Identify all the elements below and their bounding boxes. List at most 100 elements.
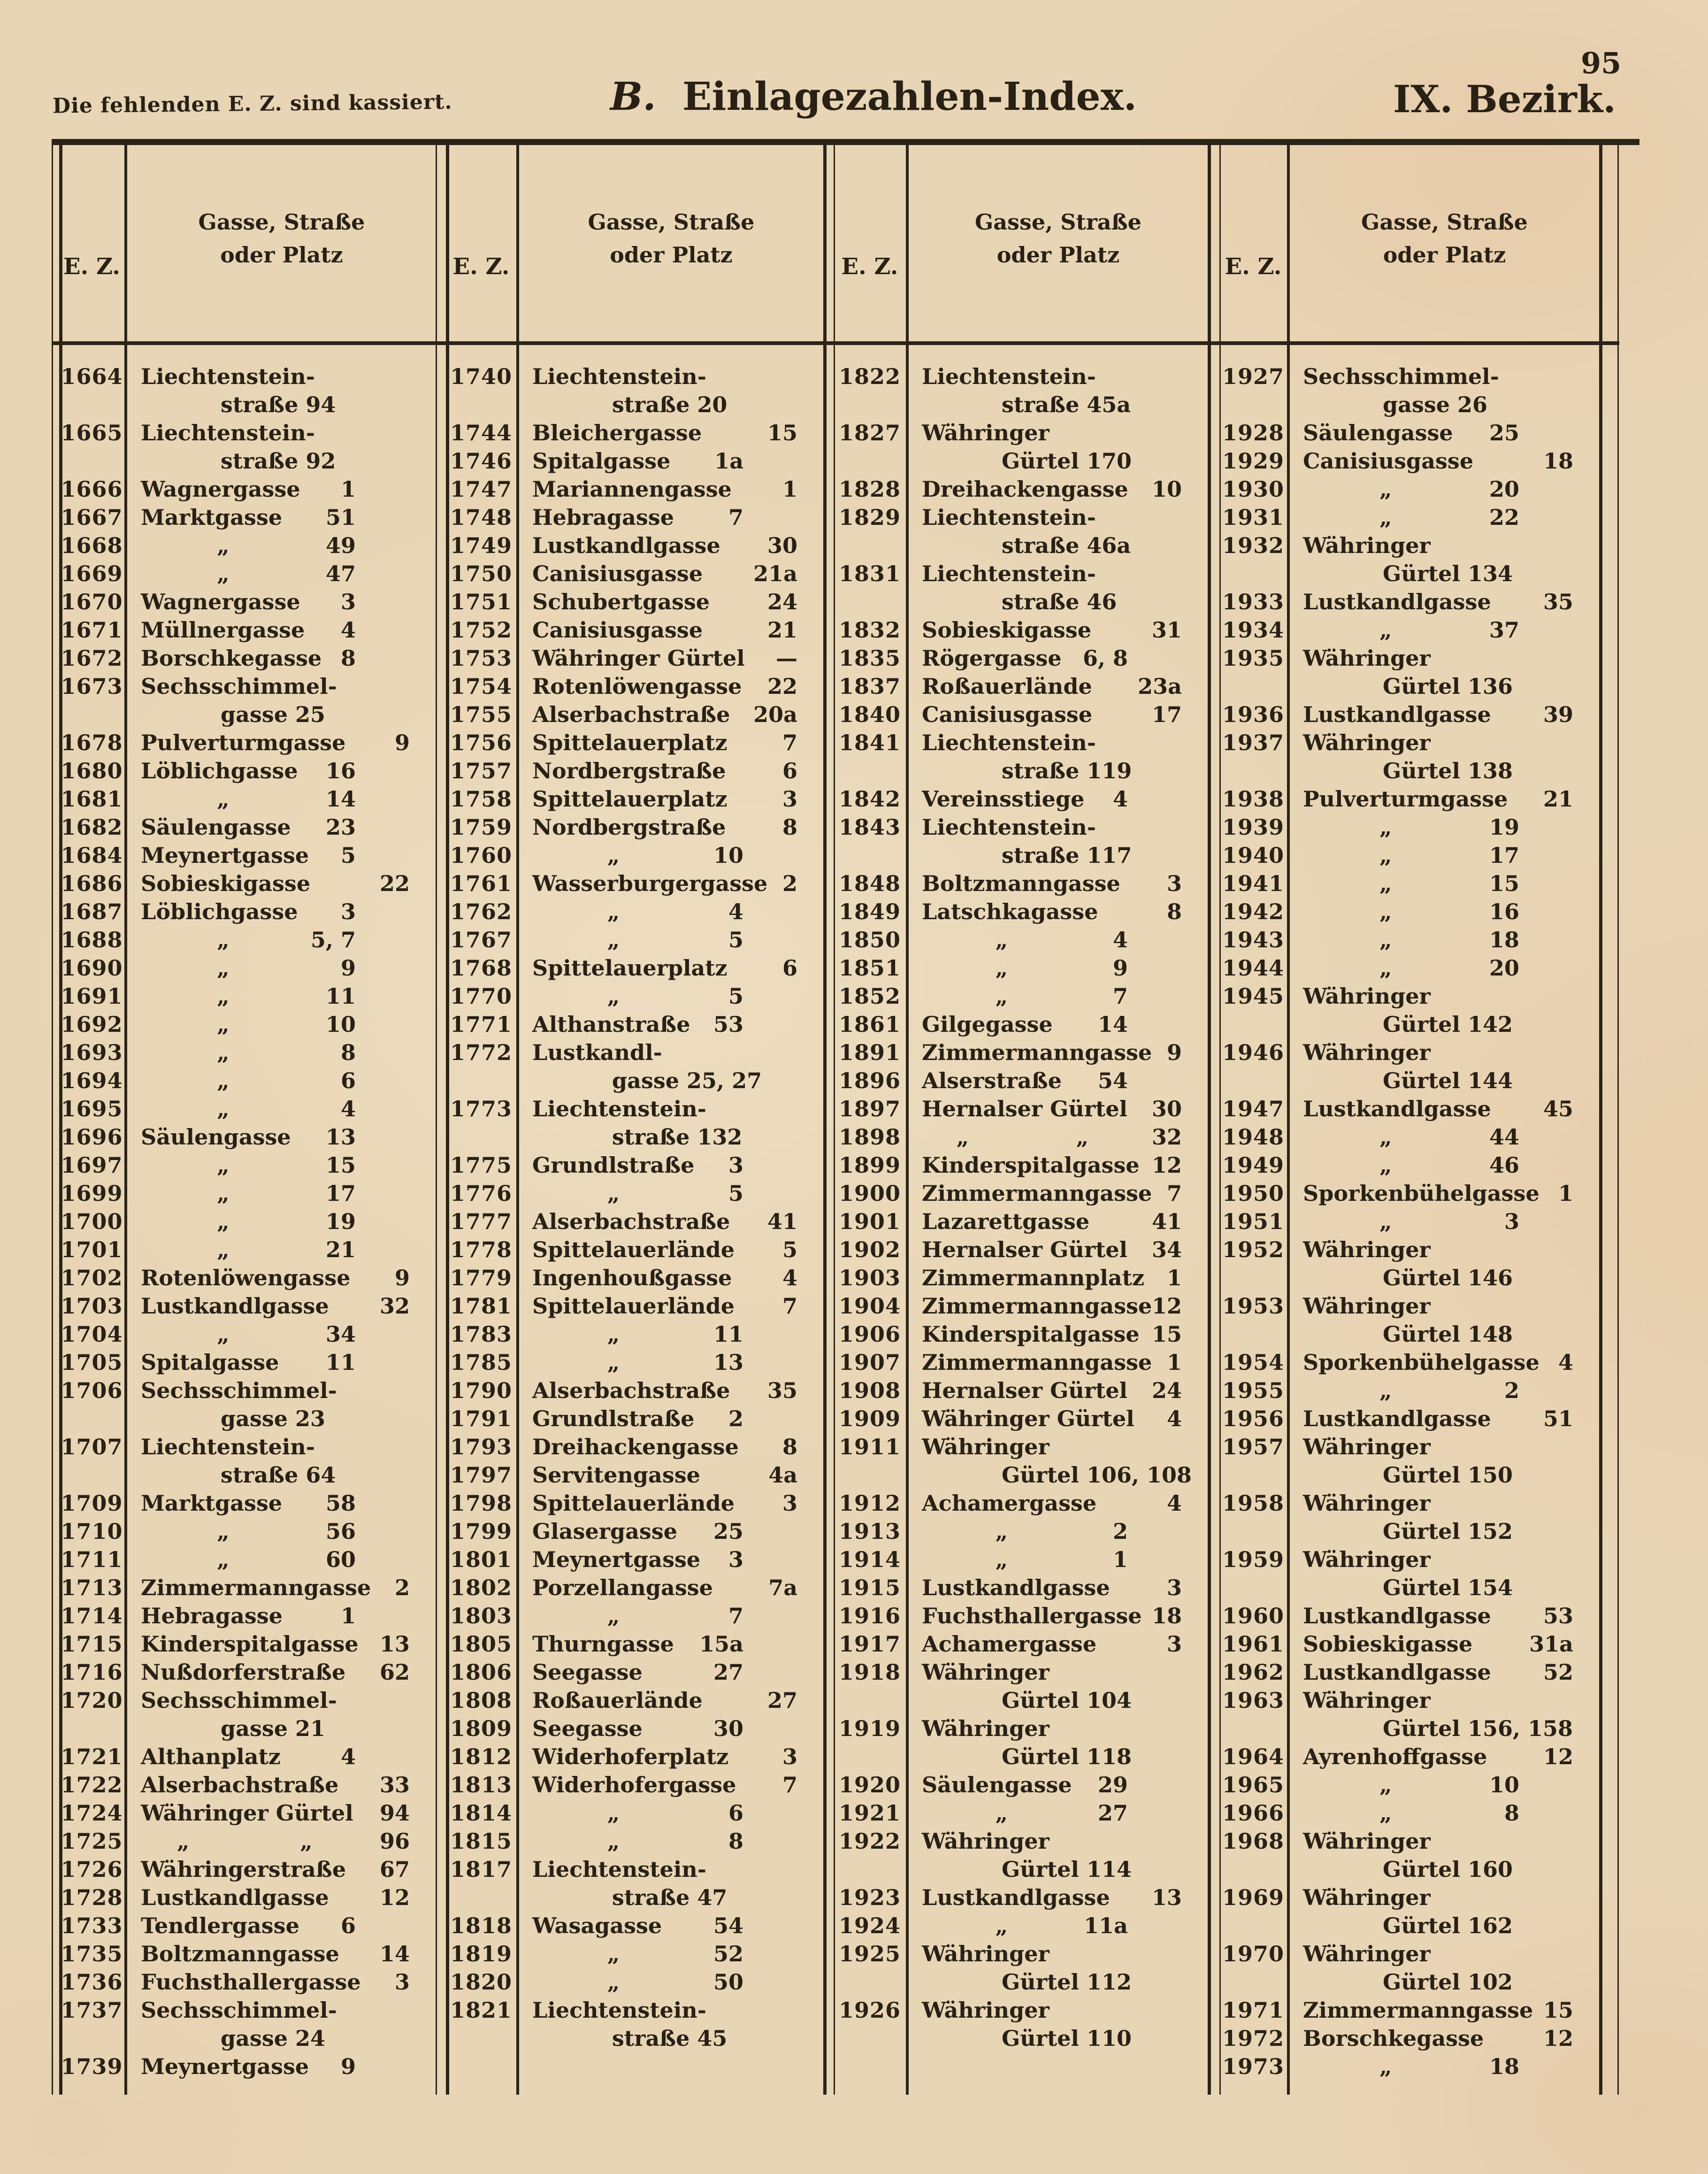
- ez-number: 1798: [450, 1490, 513, 1516]
- street-text: Währinger: [1303, 533, 1431, 558]
- table-row: 1946 Währinger Gürtel 144: [1219, 1038, 1599, 1095]
- street-line: Gürtel 104: [909, 1686, 1208, 1714]
- street-text: „: [607, 983, 620, 1009]
- street-text: Fuchsthallergasse: [141, 1969, 361, 1995]
- table-row: 1726 Währingerstraße 67: [59, 1855, 436, 1883]
- house-number: 3: [1166, 1575, 1182, 1600]
- ez-number: 1907: [838, 1350, 901, 1375]
- street-text: straße 20: [612, 392, 728, 417]
- ez-number: 1920: [838, 1772, 901, 1798]
- street-cell: Sechsschimmel-gasse 26: [1290, 362, 1599, 419]
- table-row: 1761 Wasserburgergasse 2: [446, 869, 823, 898]
- ez-number: 1761: [450, 871, 513, 896]
- street-line: „ 9: [128, 954, 436, 982]
- house-number: 2: [1112, 1519, 1128, 1544]
- street-cell: Liechtenstein-straße 64: [128, 1433, 436, 1489]
- street-cell: „ 6: [128, 1067, 436, 1095]
- house-number: 7: [782, 1293, 797, 1319]
- house-number: 53: [713, 1012, 743, 1037]
- table-row: 1781 Spittelauerlände 7: [446, 1292, 823, 1320]
- street-cell: Währinger Gürtel 156, 158: [1290, 1686, 1599, 1743]
- table-row: 1747 Mariannengasse 1: [446, 475, 823, 503]
- street-text: Währinger: [922, 1434, 1049, 1460]
- street-line: „ 5, 7: [128, 926, 436, 954]
- house-number: 32: [1151, 1124, 1182, 1150]
- house-number: 8: [1166, 899, 1182, 924]
- street-line: „ 60: [128, 1545, 436, 1574]
- street-text: Wagnergasse: [141, 589, 300, 615]
- house-number: 13: [1151, 1885, 1182, 1910]
- table-row: 1775 Grundlstraße 3: [446, 1151, 823, 1179]
- street-line: Währinger Gürtel 94: [128, 1799, 436, 1827]
- street-line: Währinger: [909, 419, 1208, 447]
- street-cell: Währinger Gürtel 148: [1290, 1292, 1599, 1348]
- street-text: „: [1379, 1209, 1392, 1234]
- street-text: „: [995, 1519, 1008, 1544]
- street-text: straße 46: [1002, 589, 1117, 615]
- street-line: Lustkandl-: [519, 1038, 823, 1067]
- ez-number: 1700: [61, 1209, 123, 1234]
- street-line: Pulverturmgasse 9: [128, 729, 436, 757]
- street-text: Hebragasse: [141, 1603, 283, 1629]
- house-number: 29: [1097, 1772, 1128, 1798]
- street-cell: „ 50: [519, 1968, 823, 1996]
- ditto-mark: „: [1076, 1124, 1089, 1150]
- street-cell: „ 9: [128, 954, 436, 982]
- street-text: Zimmermanngasse: [1303, 1997, 1533, 2023]
- street-cell: Sporkenbühelgasse 1: [1290, 1179, 1599, 1207]
- street-cell: Althanplatz 4: [128, 1743, 436, 1771]
- ez-number: 1746: [450, 448, 513, 474]
- street-line: Liechtenstein-: [128, 1433, 436, 1461]
- street-text: „: [995, 955, 1008, 981]
- table-row: 1966 „ 8: [1219, 1799, 1599, 1827]
- street-cell: Spitalgasse 11: [128, 1348, 436, 1376]
- ez-number: 1779: [450, 1265, 513, 1291]
- street-cell: Achamergasse 3: [909, 1630, 1208, 1658]
- street-cell: Nordbergstraße 8: [519, 813, 823, 841]
- house-number: 46: [1489, 1152, 1519, 1178]
- street-cell: Thurngasse 15a: [519, 1630, 823, 1658]
- street-cell: Währinger Gürtel 4: [909, 1405, 1208, 1433]
- house-number: 5: [782, 1237, 797, 1262]
- street-line: Währinger: [1290, 729, 1599, 757]
- house-number: 22: [1489, 505, 1519, 530]
- street-cell: Kinderspitalgasse 13: [128, 1630, 436, 1658]
- ez-number: 1791: [450, 1406, 513, 1431]
- house-number: 50: [713, 1969, 743, 1995]
- ez-number: 1898: [838, 1124, 901, 1150]
- house-number: 11: [325, 1350, 356, 1375]
- street-text: Mariannengasse: [532, 476, 732, 502]
- ez-number: 1776: [450, 1181, 513, 1206]
- table-row: 1821 Liechtenstein-straße 45: [446, 1996, 823, 2052]
- street-cell: Alserbachstraße 20a: [519, 700, 823, 729]
- ez-number: 1948: [1222, 1124, 1285, 1150]
- street-text: Ingenhoußgasse: [532, 1265, 732, 1291]
- street-text: Hernalser Gürtel: [922, 1237, 1128, 1262]
- street-text: „: [1379, 1772, 1392, 1798]
- ez-number: 1820: [450, 1969, 513, 1995]
- street-text: Canisiusgasse: [532, 561, 703, 586]
- street-line: Dreihackengasse 10: [909, 475, 1208, 503]
- table-row: 1814 „ 6: [446, 1799, 823, 1827]
- ez-number: 1665: [61, 420, 123, 446]
- house-number: 14: [379, 1941, 410, 1967]
- street-line: straße 20: [519, 391, 823, 419]
- ez-number: 1821: [450, 1997, 513, 2023]
- column-header-street: Gasse, Straße oder Platz: [519, 206, 823, 271]
- house-number: 8: [782, 1434, 797, 1460]
- street-text: Gürtel 144: [1383, 1068, 1513, 1093]
- street-cell: Zimmermanngasse 7: [909, 1179, 1208, 1207]
- table-row: 1722 Alserbachstraße 33: [59, 1771, 436, 1799]
- table-row: 1793 Dreihackengasse 8: [446, 1433, 823, 1461]
- column-header-street: Gasse, Straße oder Platz: [1290, 206, 1599, 271]
- house-number: 27: [767, 1688, 797, 1713]
- table-row: 1760 „ 10: [446, 841, 823, 869]
- street-cell: Nordbergstraße 6: [519, 757, 823, 785]
- street-text: „: [217, 561, 230, 586]
- street-text: „: [1379, 1124, 1392, 1150]
- street-text: „: [995, 1800, 1008, 1826]
- street-line: Lustkandlgasse 35: [1290, 588, 1599, 616]
- house-number: 6: [782, 758, 797, 784]
- house-number: 20a: [753, 702, 797, 727]
- street-line: „ 7: [909, 982, 1208, 1010]
